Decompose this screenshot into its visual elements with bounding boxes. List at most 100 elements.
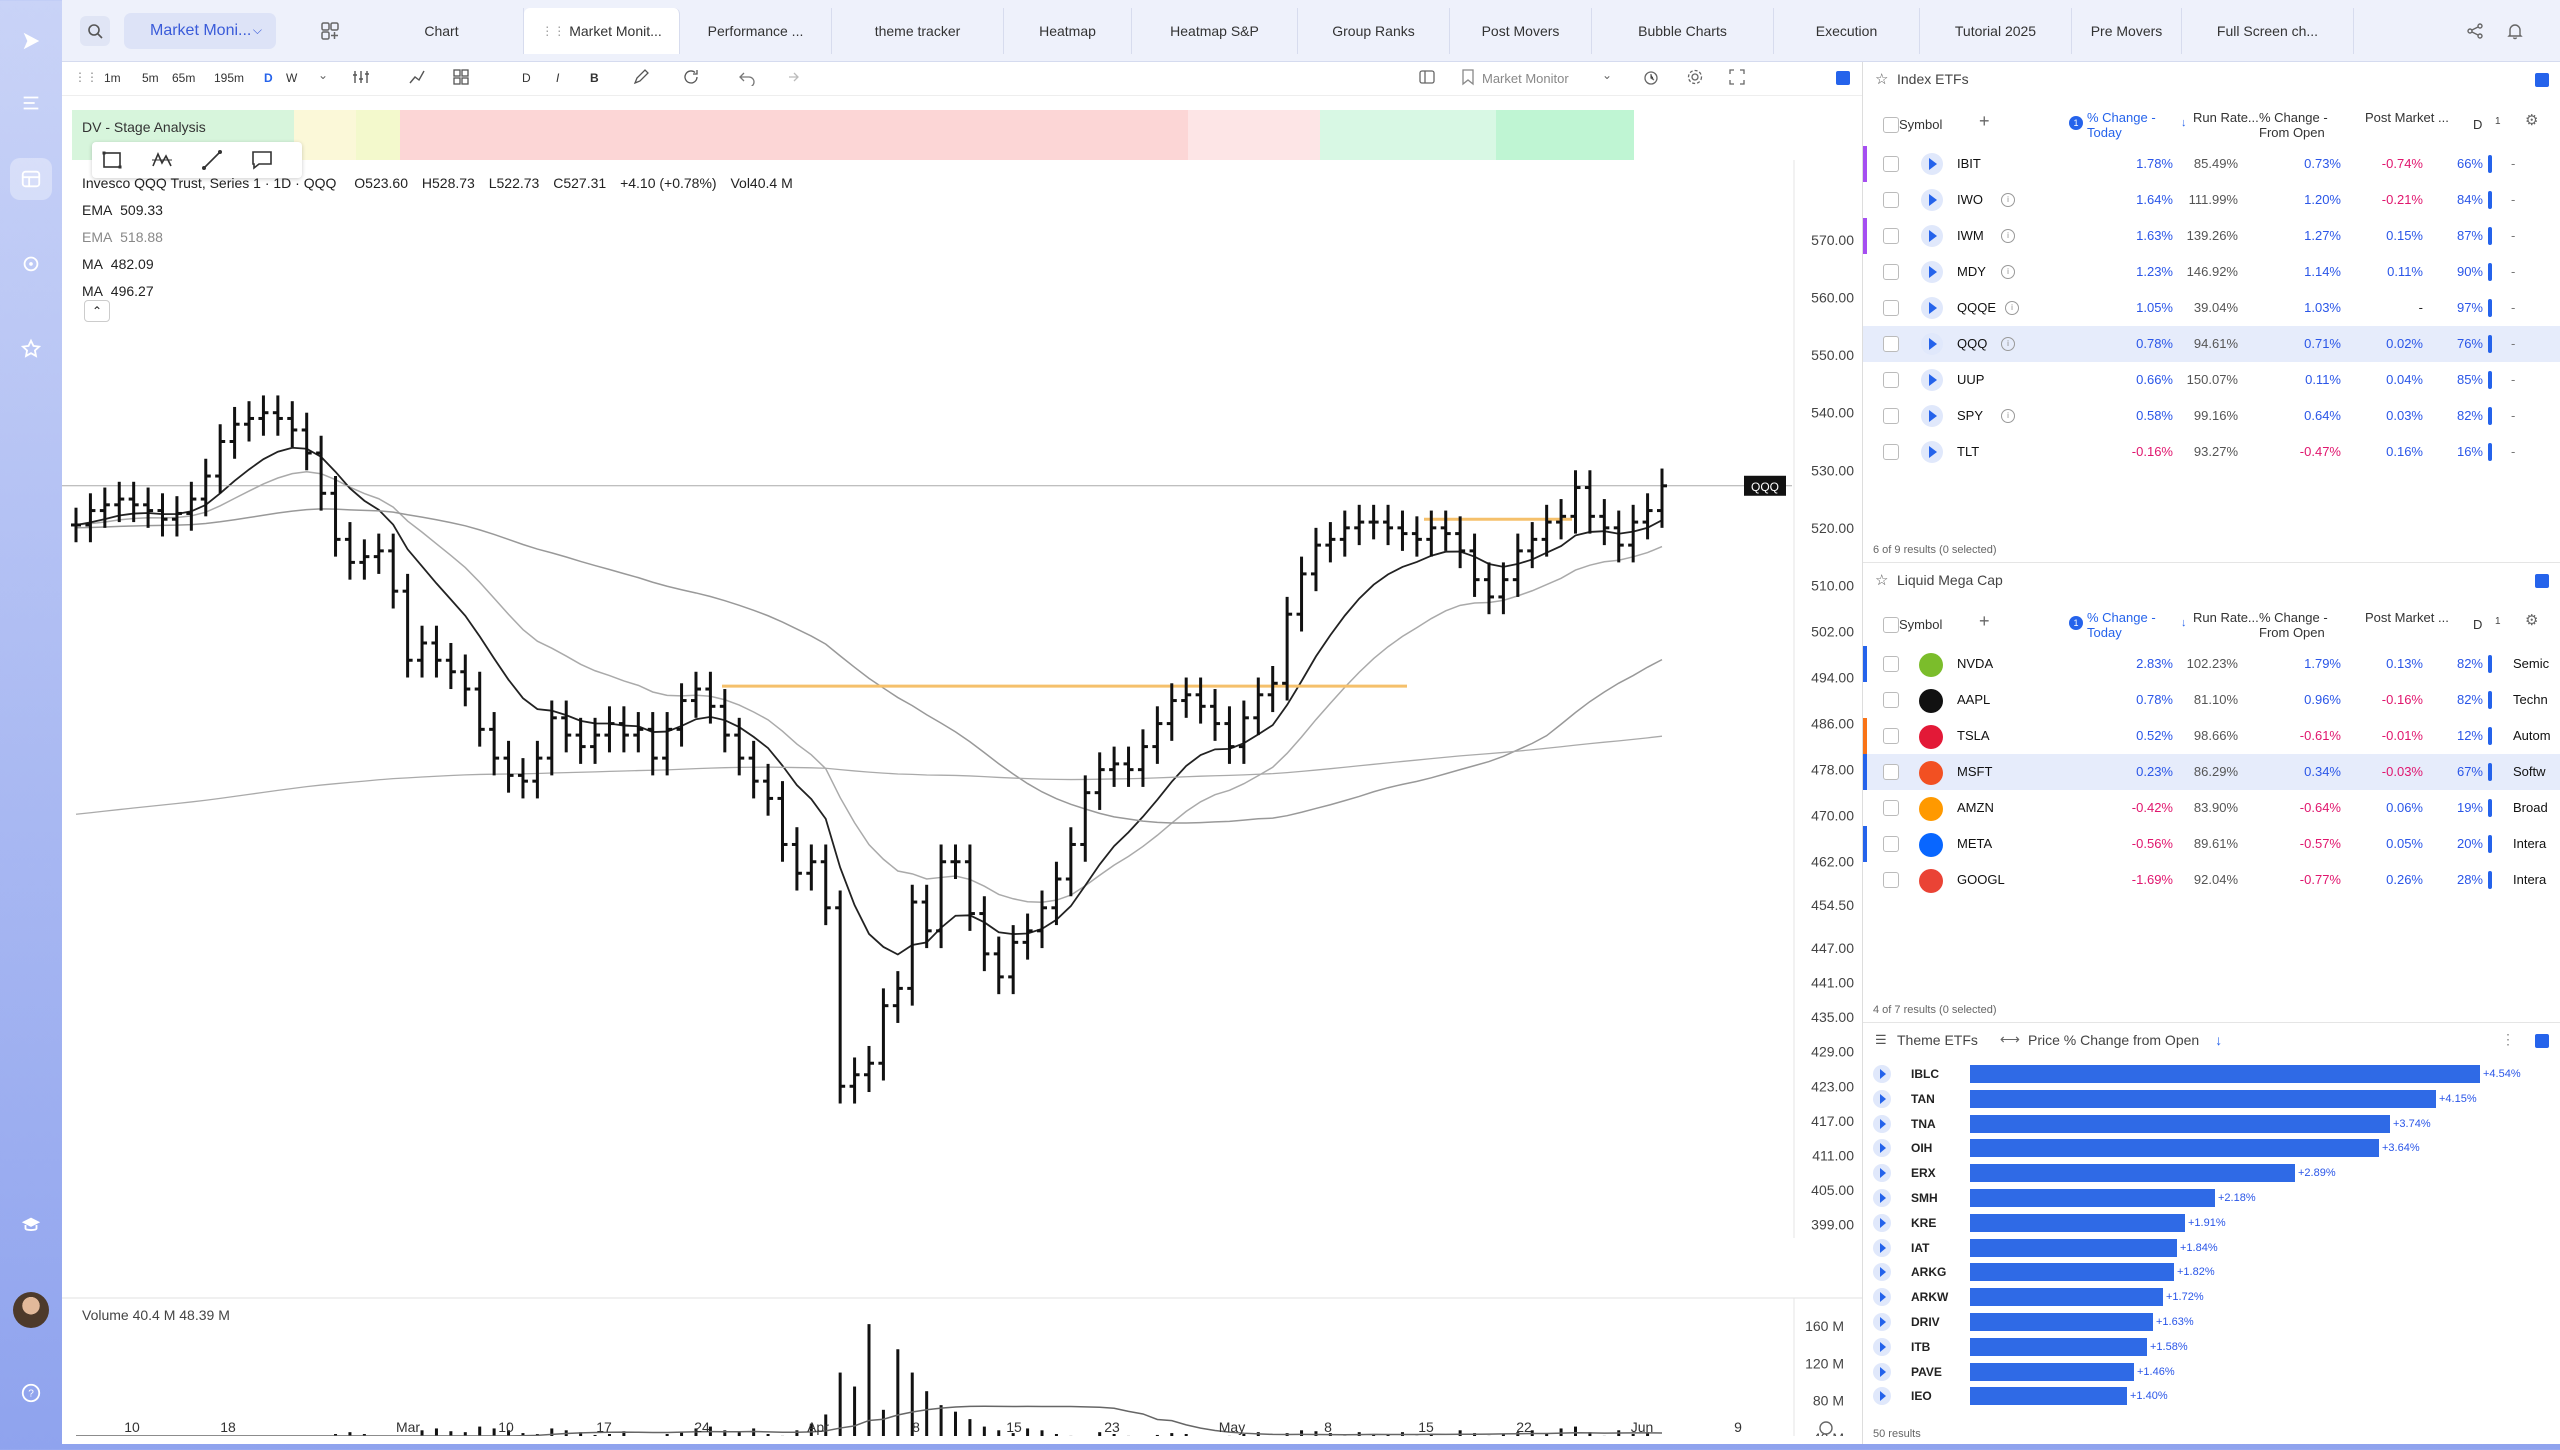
tab-3[interactable]: theme tracker	[832, 8, 1004, 54]
tab-drag-grip-icon[interactable]: ⋮⋮	[541, 24, 566, 38]
play-icon[interactable]	[1921, 333, 1943, 355]
theme-symbol[interactable]: PAVE	[1911, 1364, 1942, 1379]
legend-ema2[interactable]: EMA 518.88	[82, 224, 793, 251]
sort-icon[interactable]: ↓	[2215, 1031, 2223, 1048]
info-icon[interactable]: i	[2001, 337, 2015, 351]
play-icon[interactable]	[1873, 1114, 1891, 1133]
column-header-0[interactable]: Symbol	[1899, 617, 1943, 632]
settings-gear-icon[interactable]	[1686, 68, 1704, 89]
row-checkbox[interactable]	[1883, 156, 1899, 172]
symbol[interactable]: MSFT	[1957, 764, 1993, 779]
theme-symbol[interactable]: IBLC	[1911, 1067, 1939, 1081]
column-header-3[interactable]: % Change - From Open	[2259, 110, 2328, 140]
play-icon[interactable]	[1921, 441, 1943, 463]
column-header-5[interactable]: D	[2473, 117, 2483, 132]
layout-selector[interactable]: Market Moni... ⌵	[124, 13, 276, 49]
symbol[interactable]: TSLA	[1957, 728, 1990, 743]
tab-9[interactable]: Execution	[1774, 8, 1920, 54]
rectangle-tool-icon[interactable]	[100, 148, 124, 172]
info-icon[interactable]: i	[2005, 301, 2019, 315]
play-icon[interactable]	[1873, 1263, 1891, 1282]
tab-6[interactable]: Group Ranks	[1298, 8, 1450, 54]
select-all-checkbox[interactable]	[1883, 117, 1899, 133]
table-row[interactable]: TSLA 0.52% 98.66% -0.61% -0.01% 12% Autom	[1863, 718, 2560, 754]
menu-icon[interactable]	[10, 82, 52, 124]
play-icon[interactable]	[1873, 1362, 1891, 1381]
tab-11[interactable]: Pre Movers	[2072, 8, 2182, 54]
layout-label[interactable]: Market Monitor	[1482, 71, 1569, 86]
theme-symbol[interactable]: ARKG	[1911, 1265, 1947, 1280]
theme-symbol[interactable]: ARKW	[1911, 1290, 1949, 1305]
table-row[interactable]: TLT -0.16% 93.27% -0.47% 0.16% 16% -	[1863, 434, 2560, 470]
theme-etf-row[interactable]: ERX +2.89%	[1863, 1161, 2560, 1186]
table-row[interactable]: IWM i 1.63% 139.26% 1.27% 0.15% 87% -	[1863, 218, 2560, 254]
row-checkbox[interactable]	[1883, 264, 1899, 280]
table-row[interactable]: SPY i 0.58% 99.16% 0.64% 0.03% 82% -	[1863, 398, 2560, 434]
row-checkbox[interactable]	[1883, 800, 1899, 816]
style-0[interactable]: D	[522, 71, 531, 85]
theme-etf-row[interactable]: IBLC +4.54%	[1863, 1062, 2560, 1087]
tab-12[interactable]: Full Screen ch...	[2182, 8, 2354, 54]
play-icon[interactable]	[1873, 1387, 1891, 1406]
table-row[interactable]: IWO i 1.64% 111.99% 1.20% -0.21% 84% -	[1863, 182, 2560, 218]
play-icon[interactable]	[1873, 1313, 1891, 1331]
theme-symbol[interactable]: ITB	[1911, 1339, 1931, 1354]
row-checkbox[interactable]	[1883, 692, 1899, 708]
app-logo-icon[interactable]	[10, 20, 52, 62]
interval-2[interactable]: 65m	[172, 71, 196, 85]
pencil-icon[interactable]	[632, 68, 650, 89]
legend-collapse-button[interactable]: ⌃	[84, 300, 110, 322]
style-2[interactable]: B	[590, 71, 599, 85]
table-row[interactable]: MDY i 1.23% 146.92% 1.14% 0.11% 90% -	[1863, 254, 2560, 290]
chart-settings-icon[interactable]	[1819, 1421, 1833, 1435]
panel-layout-icon[interactable]	[1418, 68, 1436, 89]
theme-etf-row[interactable]: IEO +1.40%	[1863, 1384, 2560, 1409]
theme-etf-row[interactable]: TAN +4.15%	[1863, 1087, 2560, 1112]
symbol[interactable]: META	[1957, 836, 1993, 851]
table-row[interactable]: QQQE i 1.05% 39.04% 1.03% - 97% -	[1863, 290, 2560, 326]
symbol[interactable]: TLT	[1957, 444, 1980, 459]
share-icon[interactable]	[2462, 18, 2488, 44]
table-row[interactable]: AAPL 0.78% 81.10% 0.96% -0.16% 82% Techn	[1863, 682, 2560, 718]
style-1[interactable]: I	[556, 71, 560, 85]
interval-4[interactable]: D	[264, 71, 273, 85]
play-icon[interactable]	[1873, 1139, 1891, 1158]
play-icon[interactable]	[1873, 1337, 1891, 1356]
chart-type-icon[interactable]	[408, 68, 426, 89]
link-color-square[interactable]	[2535, 574, 2549, 588]
interval-5[interactable]: W	[286, 71, 298, 85]
add-widget-icon[interactable]	[314, 15, 346, 47]
link-color-square[interactable]	[2535, 1034, 2549, 1048]
play-icon[interactable]	[1921, 405, 1943, 427]
play-icon[interactable]	[1873, 1089, 1891, 1108]
play-icon[interactable]	[1921, 153, 1943, 175]
redo-icon[interactable]	[782, 68, 800, 89]
play-icon[interactable]	[1873, 1189, 1891, 1207]
watchlist-star-icon[interactable]	[10, 328, 52, 370]
tab-4[interactable]: Heatmap	[1004, 8, 1132, 54]
info-icon[interactable]: i	[2001, 229, 2015, 243]
symbol[interactable]: NVDA	[1957, 656, 1994, 671]
play-icon[interactable]	[1873, 1238, 1891, 1257]
symbol[interactable]: QQQ	[1957, 336, 1988, 351]
layout-save-icon[interactable]	[1460, 68, 1476, 89]
column-header-3[interactable]: % Change - From Open	[2259, 610, 2328, 640]
column-header-4[interactable]: Post Market ...	[2365, 610, 2449, 625]
info-icon[interactable]: i	[2001, 409, 2015, 423]
alert-icon[interactable]	[1642, 68, 1660, 89]
theme-symbol[interactable]: KRE	[1911, 1215, 1937, 1230]
theme-etf-row[interactable]: ARKW +1.72%	[1863, 1285, 2560, 1310]
link-color-square[interactable]	[2535, 73, 2549, 87]
tab-1[interactable]: ⋮⋮ Market Monit...	[524, 8, 680, 54]
theme-symbol[interactable]: IAT	[1911, 1240, 1930, 1255]
legend-ma1[interactable]: MA 482.09	[82, 251, 793, 278]
play-icon[interactable]	[1921, 225, 1943, 247]
user-avatar[interactable]	[13, 1292, 49, 1328]
play-icon[interactable]	[1873, 1213, 1891, 1232]
row-checkbox[interactable]	[1883, 228, 1899, 244]
row-checkbox[interactable]	[1883, 872, 1899, 888]
theme-etf-row[interactable]: ITB +1.58%	[1863, 1335, 2560, 1360]
symbol[interactable]: UUP	[1957, 372, 1985, 387]
symbol[interactable]: IBIT	[1957, 156, 1981, 171]
